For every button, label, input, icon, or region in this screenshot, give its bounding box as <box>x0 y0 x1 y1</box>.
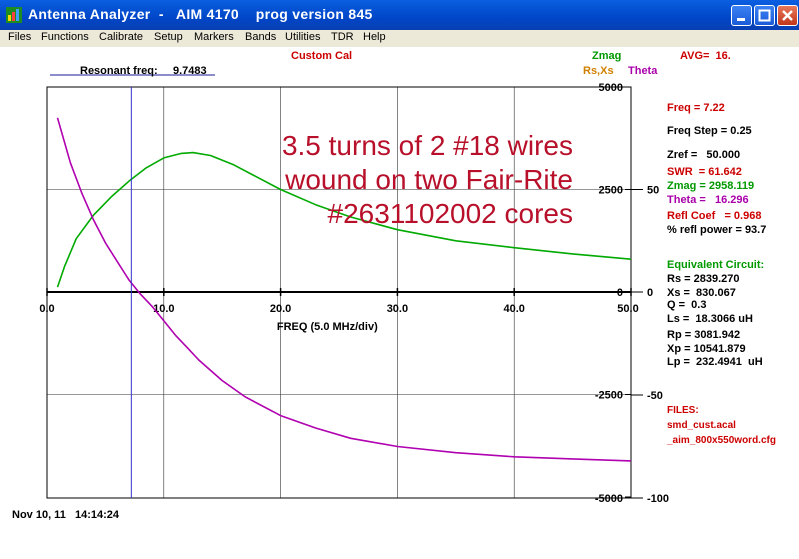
freq-readout: Freq = 7.22 <box>667 102 725 114</box>
y-left-tick-label: -2500 <box>595 390 623 402</box>
refl-coef-readout: Refl Coef = 0.968 <box>667 210 762 222</box>
menu-markers[interactable]: Markers <box>194 31 234 43</box>
x-axis-label: FREQ (5.0 MHz/div) <box>277 321 378 333</box>
zmag-readout: Zmag = 2958.119 <box>667 180 755 192</box>
file-config: _aim_800x550word.cfg <box>667 435 776 446</box>
menu-bands[interactable]: Bands <box>245 31 277 43</box>
x-tick-label: 0.0 <box>39 303 54 315</box>
x-tick-label: 30.0 <box>387 303 408 315</box>
y-right-tick-label: -50 <box>647 390 663 402</box>
resonant-freq-label: Resonant freq: <box>80 65 158 77</box>
y-left-tick-label: 0 <box>617 287 623 299</box>
x-tick-label: 10.0 <box>153 303 174 315</box>
ls-readout: Ls = 18.3066 uH <box>667 313 753 325</box>
chart-tick-labels: 0.0 10.0 20.0 30.0 40.0 50.0 FREQ (5.0 MHz/div… <box>39 82 669 505</box>
theta-legend: Theta <box>628 65 658 77</box>
menu-setup[interactable]: Setup <box>154 31 183 43</box>
title-bar: Antenna Analyzer - AIM 4170 prog version… <box>0 0 799 30</box>
chart-series <box>56 117 632 462</box>
minimize-icon <box>737 18 745 21</box>
avg-label: AVG= 16. <box>680 50 731 62</box>
window-title: Antenna Analyzer - AIM 4170 prog version… <box>28 6 373 22</box>
x-tick-label: 40.0 <box>503 303 524 315</box>
plot-annotation: 3.5 turns of 2 #18 wires wound on two Fa… <box>282 129 573 231</box>
menu-functions[interactable]: Functions <box>41 31 89 43</box>
app-icon <box>6 7 22 23</box>
x-tick-label: 20.0 <box>270 303 291 315</box>
y-right-tick-label: -100 <box>647 493 669 505</box>
impedance-chart[interactable]: 0.0 10.0 20.0 30.0 40.0 50.0 FREQ (5.0 MHz/div… <box>0 47 799 554</box>
rsxs-legend: Rs,Xs <box>583 65 614 77</box>
theta-readout: Theta = 16.296 <box>667 194 749 206</box>
xp-readout: Xp = 10541.879 <box>667 343 746 355</box>
files-title: FILES: <box>667 405 699 416</box>
close-button[interactable] <box>777 5 798 26</box>
y-left-tick-label: 2500 <box>599 185 623 197</box>
maximize-icon <box>758 9 771 22</box>
maximize-button[interactable] <box>754 5 775 26</box>
annotation-line-1: 3.5 turns of 2 #18 wires <box>281 130 573 161</box>
rp-readout: Rp = 3081.942 <box>667 329 741 341</box>
zmag-legend: Zmag <box>592 50 622 62</box>
refl-power-readout: % refl power = 93.7 <box>667 224 767 236</box>
y-right-tick-label: 0 <box>647 287 653 299</box>
y-left-tick-label: -5000 <box>595 493 623 505</box>
menu-files[interactable]: Files <box>8 31 32 43</box>
y-right-tick-label: 50 <box>647 185 659 197</box>
series-theta-line <box>56 117 632 462</box>
minimize-button[interactable] <box>731 5 752 26</box>
file-cal: smd_cust.acal <box>667 420 736 431</box>
menu-tdr[interactable]: TDR <box>331 31 354 43</box>
zref-readout: Zref = 50.000 <box>667 149 741 161</box>
plot-area[interactable]: 0.0 10.0 20.0 30.0 40.0 50.0 FREQ (5.0 MHz/div… <box>0 47 799 554</box>
resonant-freq-value: 9.7483 <box>173 65 207 77</box>
date-time: Nov 10, 11 14:14:24 <box>12 509 120 521</box>
menu-utilities[interactable]: Utilities <box>285 31 321 43</box>
lp-readout: Lp = 232.4941 uH <box>667 356 763 368</box>
annotation-line-3: #2631102002 cores <box>327 198 573 229</box>
menu-calibrate[interactable]: Calibrate <box>99 31 144 43</box>
cal-label: Custom Cal <box>291 50 353 62</box>
menu-bar: Files Functions Calibrate Setup Markers … <box>0 30 799 47</box>
x-tick-label: 50.0 <box>617 303 638 315</box>
freq-step-readout: Freq Step = 0.25 <box>667 125 752 137</box>
y-left-tick-label: 5000 <box>599 82 623 94</box>
equivalent-circuit-title: Equivalent Circuit: <box>667 259 765 271</box>
xs-readout: Xs = 830.067 <box>667 287 736 299</box>
rs-readout: Rs = 2839.270 <box>667 273 740 285</box>
series-zmag-line <box>56 151 632 288</box>
annotation-line-2: wound on two Fair-Rite <box>285 164 573 195</box>
close-icon <box>782 10 793 21</box>
chart-axes <box>46 74 643 499</box>
swr-readout: SWR = 61.642 <box>667 166 742 178</box>
menu-help[interactable]: Help <box>363 31 386 43</box>
q-readout: Q = 0.3 <box>667 299 707 311</box>
